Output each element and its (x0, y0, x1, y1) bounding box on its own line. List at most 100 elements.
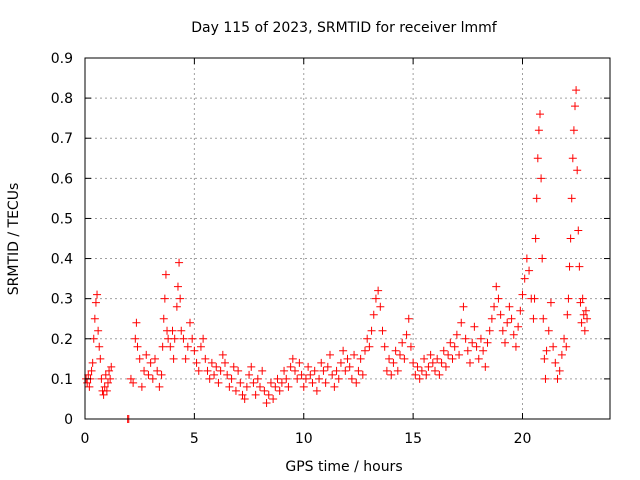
data-point (483, 338, 492, 347)
data-point (218, 350, 227, 359)
data-point (431, 366, 439, 375)
data-point (441, 362, 450, 371)
axis-ticks: 0 5 10 15 20 0 0.1 0.2 0.3 0.4 0.5 0.6 0.7 0.8 0.9 (51, 51, 610, 447)
data-point (520, 274, 529, 283)
data-point (262, 398, 271, 407)
data-point (420, 354, 429, 363)
data-point (391, 346, 400, 355)
data-point (503, 318, 512, 327)
data-point (336, 358, 345, 367)
x-tick-label: 20 (514, 431, 532, 447)
x-tick-label: 15 (404, 431, 422, 447)
data-point (476, 334, 485, 343)
data-point (301, 374, 310, 383)
data-point (87, 366, 96, 375)
data-point (463, 346, 472, 355)
data-point (544, 326, 553, 335)
data-point (96, 354, 105, 363)
data-point (172, 302, 181, 311)
data-point (490, 302, 499, 311)
data-point (468, 338, 477, 347)
data-point (132, 318, 141, 327)
data-point (376, 302, 385, 311)
data-point (444, 350, 453, 359)
data-point (396, 350, 404, 359)
data-point (380, 342, 389, 351)
data-point (459, 302, 468, 311)
data-point (186, 318, 194, 327)
data-point (566, 234, 575, 243)
data-point (155, 382, 164, 391)
data-point (474, 354, 483, 363)
data-point (363, 334, 372, 343)
data-point (106, 374, 115, 383)
data-point (461, 334, 470, 343)
y-tick-label: 0 (64, 412, 73, 428)
x-tick-label: 10 (295, 431, 313, 447)
data-point (530, 294, 539, 303)
data-point (183, 342, 192, 351)
data-point (269, 394, 278, 403)
data-point (424, 362, 433, 371)
data-point (402, 330, 411, 339)
data-point (256, 382, 264, 391)
data-point (560, 334, 569, 343)
data-point (284, 382, 293, 391)
data-point (253, 374, 262, 383)
data-point (126, 374, 135, 383)
data-point (339, 346, 348, 355)
data-point (181, 354, 190, 363)
data-point (326, 350, 334, 359)
data-point (332, 366, 341, 375)
data-point (452, 330, 461, 339)
data-point (266, 378, 275, 387)
data-point (179, 334, 188, 343)
data-point (546, 298, 555, 307)
data-point (367, 326, 376, 335)
data-point (409, 358, 418, 367)
data-point (214, 378, 223, 387)
y-tick-label: 0.9 (51, 51, 73, 67)
data-point (148, 374, 157, 383)
data-point (190, 346, 199, 355)
data-point (413, 362, 422, 371)
data-point (196, 342, 205, 351)
data-point (540, 354, 549, 363)
data-point (258, 366, 267, 375)
data-point (553, 374, 562, 383)
data-point (369, 310, 378, 319)
data-point (422, 370, 431, 379)
data-point (140, 366, 149, 375)
data-point (315, 374, 324, 383)
data-point (417, 366, 426, 375)
data-point (334, 374, 343, 383)
data-point (358, 370, 367, 379)
data-point (295, 358, 304, 367)
data-point (245, 370, 254, 379)
data-point (151, 354, 159, 363)
y-tick-label: 0.7 (51, 131, 73, 147)
data-point (137, 382, 146, 391)
data-point (299, 382, 308, 391)
data-point (168, 326, 177, 335)
data-point (216, 366, 225, 375)
data-point (293, 374, 302, 383)
data-point (271, 382, 280, 391)
data-point (308, 378, 317, 387)
data-point (330, 382, 339, 391)
data-point (525, 266, 534, 275)
data-point (565, 262, 574, 271)
data-point (356, 354, 365, 363)
data-point (522, 254, 531, 263)
data-point (107, 362, 116, 371)
data-point (173, 282, 182, 291)
data-point (97, 374, 106, 383)
data-point (578, 294, 587, 303)
data-point (291, 366, 299, 375)
data-point (100, 382, 109, 391)
data-point (575, 262, 584, 271)
data-point (153, 366, 162, 375)
data-point (101, 370, 110, 379)
data-point (498, 326, 507, 335)
